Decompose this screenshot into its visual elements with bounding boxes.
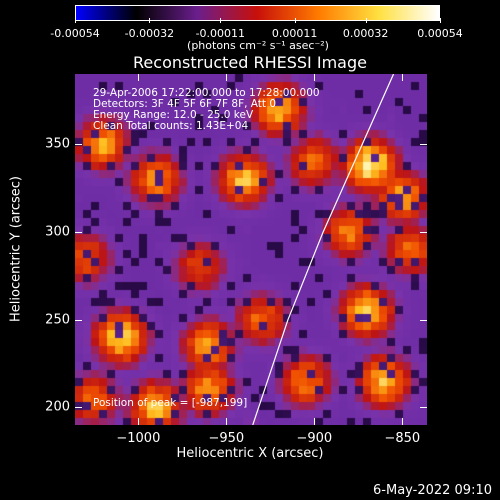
colorbar-units-label: (photons cm⁻² s⁻¹ asec⁻²): [187, 39, 329, 52]
info-line-time: 29-Apr-2006 17:22:00.000 to 17:28:00.000: [93, 87, 320, 99]
colorbar-tick: [220, 18, 222, 23]
y-axis-tick: [75, 319, 82, 321]
rhessi-heatmap-image: [75, 74, 427, 425]
x-axis-tick: [138, 74, 140, 81]
x-axis-tick: [226, 418, 228, 425]
plot-timestamp: 6-May-2022 09:10: [373, 483, 492, 498]
plot-title: Reconstructed RHESSI Image: [133, 53, 367, 72]
colorbar-tick: [294, 18, 296, 23]
x-axis-tick-label: −900: [296, 431, 333, 446]
y-axis-tick: [75, 407, 82, 409]
x-axis-tick-label: −850: [384, 431, 421, 446]
y-axis-tick: [75, 144, 82, 146]
x-axis-tick-label: −950: [208, 431, 245, 446]
y-axis-tick: [420, 144, 427, 146]
colorbar-gradient: [76, 6, 439, 20]
info-line-detectors: Detectors: 3F 4F 5F 6F 7F 8F, Att 0: [93, 98, 277, 110]
y-axis-tick: [420, 319, 427, 321]
info-line-clean: Clean Total counts: 1.43E+04: [93, 120, 249, 132]
colorbar-tick: [365, 18, 367, 23]
x-axis-tick: [138, 418, 140, 425]
peak-position-label: Position of peak = [-987,199]: [93, 397, 248, 409]
info-line-energy: Energy Range: 12.0 - 25.0 keV: [93, 109, 254, 121]
colorbar-tick: [75, 18, 76, 23]
y-axis-tick: [420, 407, 427, 409]
colorbar-tick-label: 0.00032: [342, 27, 389, 40]
y-axis-tick-label: 250: [45, 312, 70, 328]
colorbar-tick-label: 0.00011: [271, 27, 318, 40]
colorbar-tick-label: -0.00032: [124, 27, 175, 40]
y-axis-title: Heliocentric Y (arcsec): [8, 176, 24, 322]
x-axis-tick: [314, 418, 316, 425]
x-axis-tick: [402, 418, 404, 425]
colorbar-tick: [149, 18, 151, 23]
y-axis-tick-label: 350: [45, 136, 70, 152]
x-axis-tick-label: −1000: [116, 431, 161, 446]
colorbar-tick-label: -0.00011: [195, 27, 246, 40]
colorbar: [75, 5, 440, 21]
colorbar-tick-label: 0.00054: [417, 27, 463, 40]
y-axis-tick-label: 200: [45, 399, 70, 415]
x-axis-tick: [402, 74, 404, 81]
y-axis-tick: [75, 231, 82, 233]
x-axis-title: Heliocentric X (arcsec): [176, 446, 324, 461]
image-plot-area[interactable]: 29-Apr-2006 17:22:00.000 to 17:28:00.000…: [75, 74, 427, 425]
colorbar-tick: [440, 18, 441, 23]
x-axis-tick: [226, 74, 228, 81]
y-axis-tick-label: 300: [45, 224, 70, 240]
solar-limb-line: [252, 74, 395, 425]
colorbar-tick-label: -0.00054: [50, 27, 100, 40]
y-axis-tick: [420, 231, 427, 233]
solar-limb-overlay: [252, 74, 395, 425]
x-axis-tick: [314, 74, 316, 81]
